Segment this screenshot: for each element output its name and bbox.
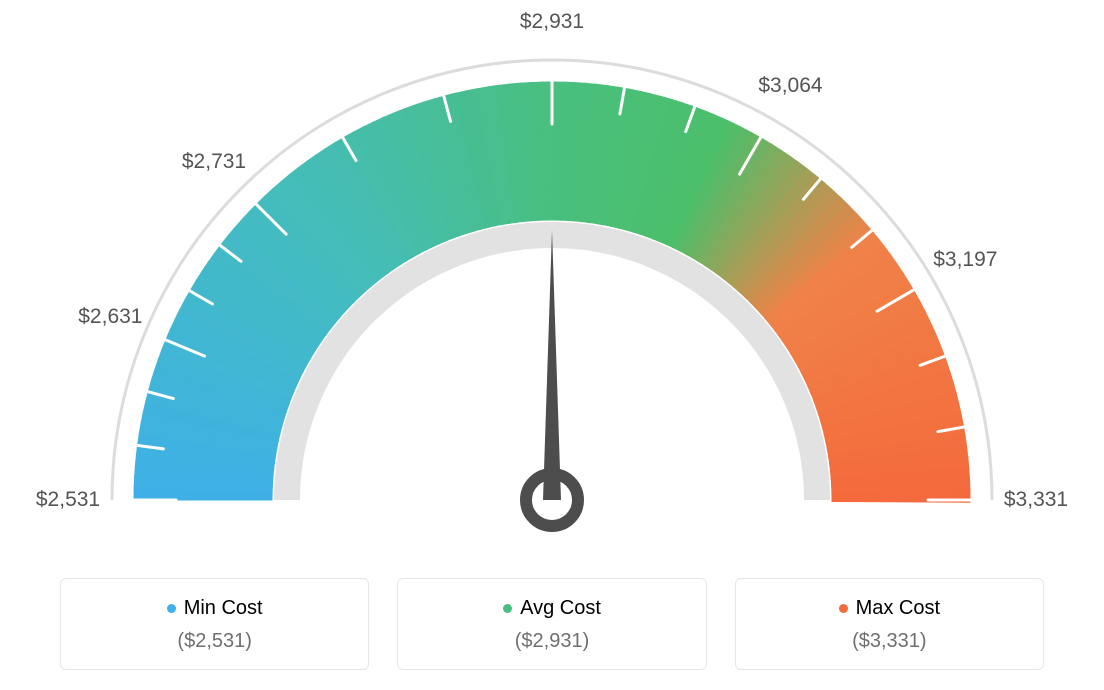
- legend-box-avg: Avg Cost ($2,931): [397, 578, 706, 670]
- legend-dot-min: [167, 604, 176, 613]
- gauge-tick-label: $3,197: [933, 248, 997, 272]
- gauge-chart: $2,531 $2,631 $2,731 $2,931 $3,064 $3,197 $3,3…: [0, 0, 1104, 560]
- legend-value-min: ($2,531): [71, 630, 358, 653]
- legend-box-min: Min Cost ($2,531): [60, 578, 369, 670]
- gauge-tick-label: $2,931: [520, 10, 584, 34]
- gauge-svg: [0, 0, 1104, 560]
- legend-dot-max: [839, 604, 848, 613]
- legend-label-avg: Avg Cost: [520, 597, 601, 620]
- legend-title-max: Max Cost: [839, 597, 940, 620]
- gauge-tick-label: $2,531: [36, 488, 100, 512]
- gauge-tick-label: $2,731: [182, 150, 246, 174]
- legend-label-max: Max Cost: [856, 597, 940, 620]
- gauge-tick-label: $3,064: [758, 74, 822, 98]
- gauge-tick-label: $2,631: [78, 305, 142, 329]
- legend-row: Min Cost ($2,531) Avg Cost ($2,931) Max …: [60, 578, 1044, 670]
- legend-value-max: ($3,331): [746, 630, 1033, 653]
- gauge-tick-label: $3,331: [1004, 488, 1068, 512]
- legend-dot-avg: [503, 604, 512, 613]
- legend-value-avg: ($2,931): [408, 630, 695, 653]
- legend-label-min: Min Cost: [184, 597, 263, 620]
- legend-box-max: Max Cost ($3,331): [735, 578, 1044, 670]
- gauge-needle: [543, 230, 561, 500]
- legend-title-avg: Avg Cost: [503, 597, 601, 620]
- legend-title-min: Min Cost: [167, 597, 263, 620]
